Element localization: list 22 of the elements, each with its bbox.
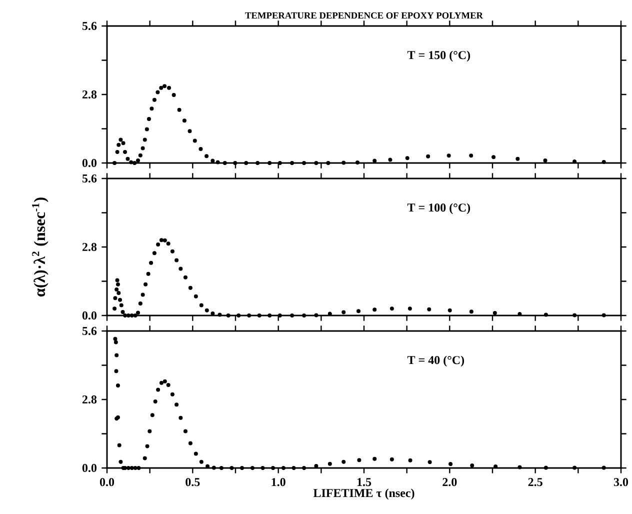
y-axis-title: α(λ)·λ$^{2}$ (nsec$^{-1}$) (32, 198, 48, 296)
y-tick-label: 5.6 (82, 326, 97, 336)
annotation: T = 100 (°C) (407, 203, 470, 214)
y-tick-label: 0.0 (82, 464, 97, 472)
y-tick-label: 2.8 (82, 242, 97, 252)
x-tick-label: 2.5 (528, 478, 542, 486)
y-tick-label: 2.8 (82, 90, 97, 99)
x-tick-label: 1.5 (357, 478, 372, 486)
x-tick-label: 0.0 (100, 478, 114, 486)
y-tick-label: 5.6 (82, 22, 97, 30)
x-axis-title: LIFETIME τ (nsec) (313, 488, 414, 500)
x-tick-label: 1.0 (272, 478, 286, 486)
x-tick-label: 0.5 (186, 478, 200, 486)
y-tick-label: 0.0 (82, 158, 97, 168)
annotation: T = 40 (°C) (407, 356, 464, 367)
x-tick-label: 2.0 (442, 478, 457, 486)
y-tick-label: 5.6 (82, 174, 97, 183)
x-tick-label: 3.0 (614, 478, 628, 486)
chart-title: TEMPERATURE DEPENDENCE OF EPOXY POLYMER (245, 12, 484, 19)
y-tick-label: 2.8 (82, 395, 97, 404)
annotation: T = 150 (°C) (407, 50, 470, 62)
y-tick-label: 0.0 (82, 311, 96, 320)
